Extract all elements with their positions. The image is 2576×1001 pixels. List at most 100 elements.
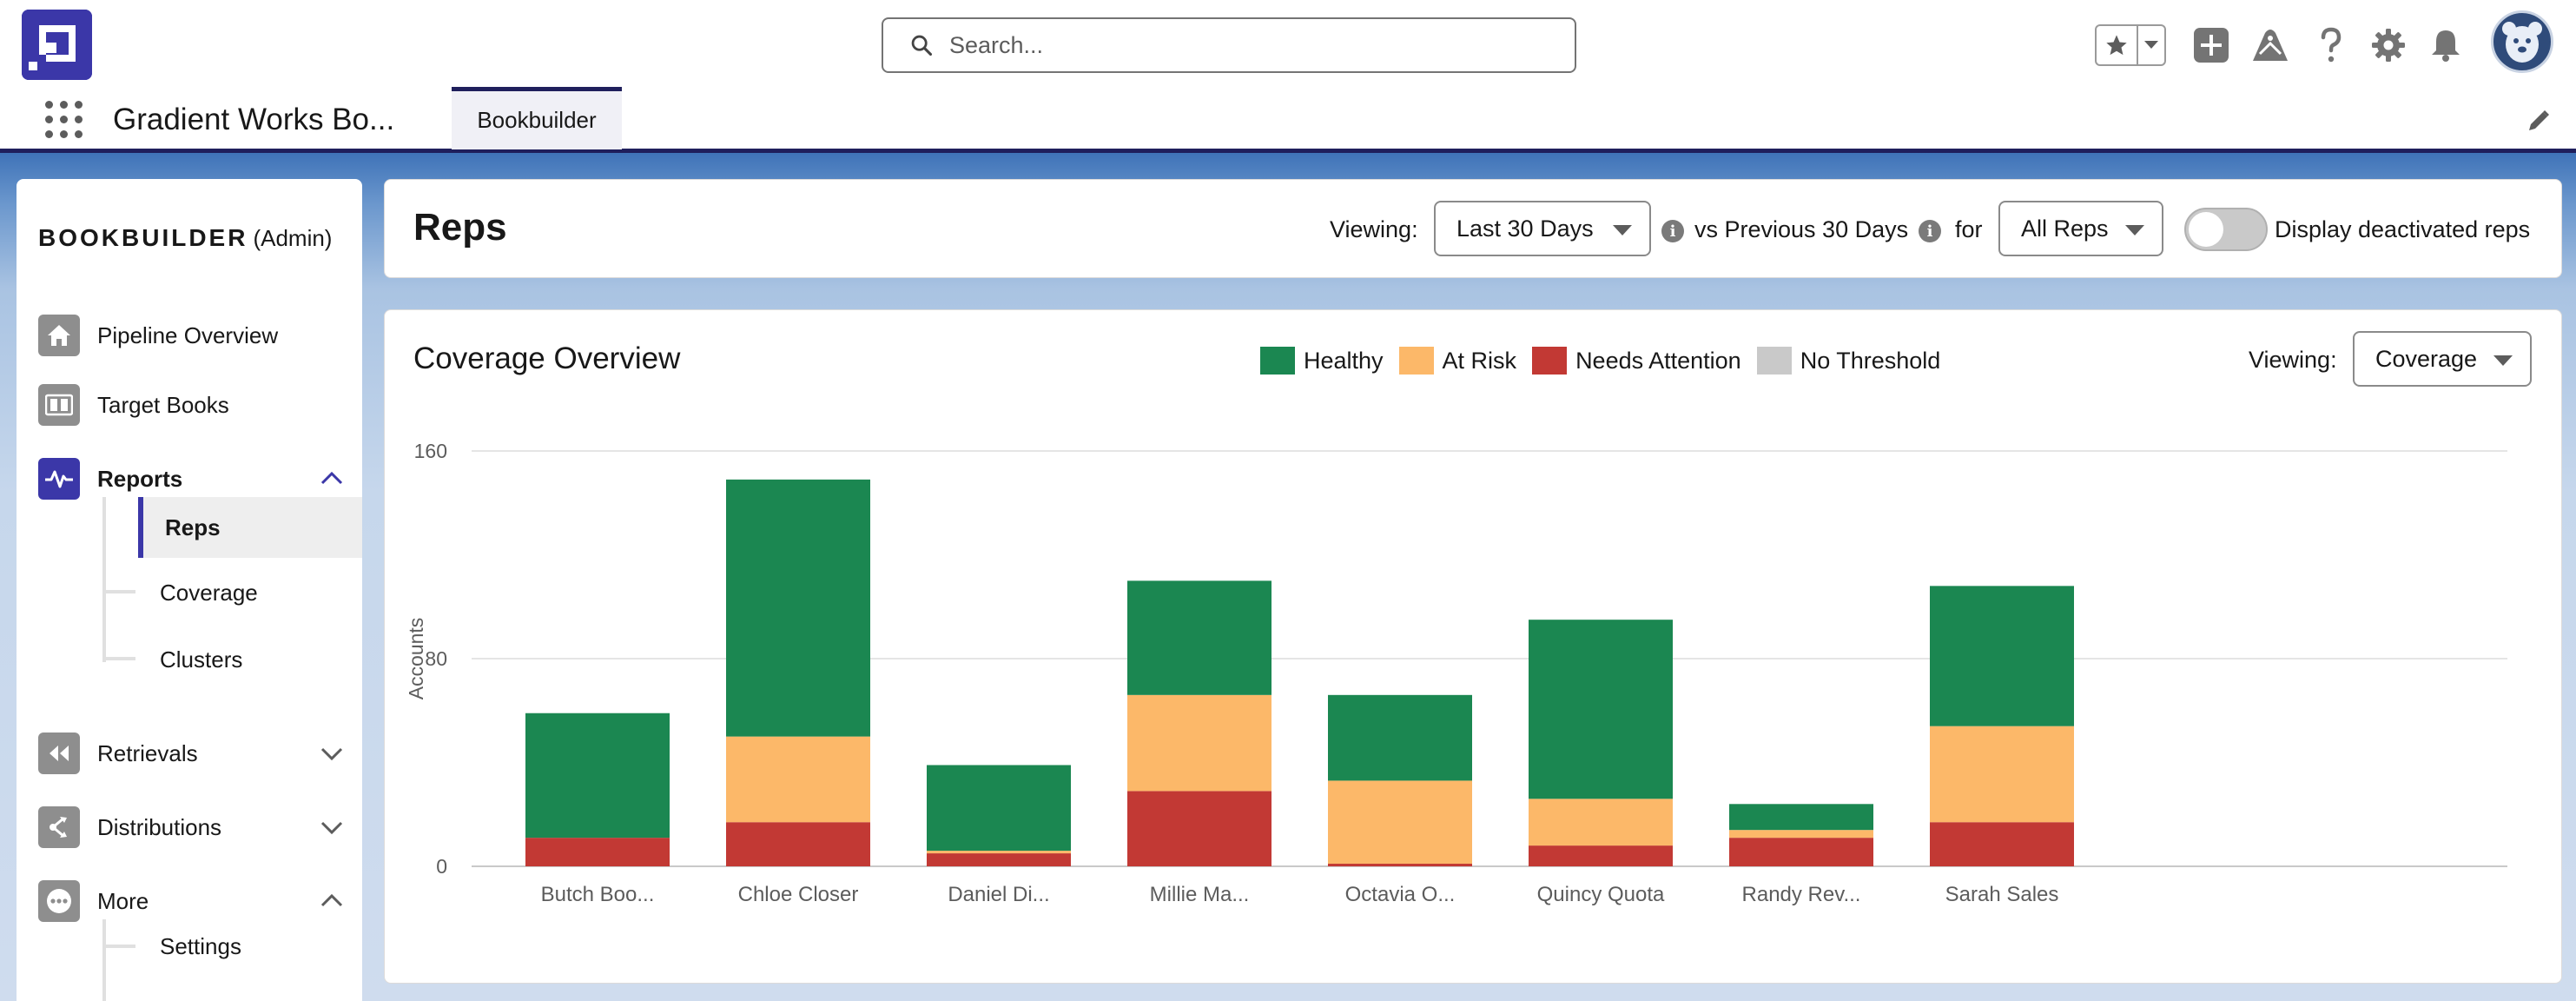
bar-segment-healthy [1529,620,1673,799]
user-avatar[interactable] [2491,10,2553,73]
x-tick-label: Octavia O... [1345,883,1456,906]
sidebar-item-label: Retrievals [97,739,198,766]
bar-segment-at-risk [927,851,1071,854]
bar-segment-needs-attention [927,853,1071,866]
period-select[interactable]: Last 30 Days [1434,201,1651,256]
bar-segment-needs-attention [1930,822,2074,866]
bar-segment-needs-attention [726,822,870,866]
bar-segment-at-risk [1729,830,1873,839]
y-tick-label: 80 [425,647,447,670]
tab-bookbuilder[interactable]: Bookbuilder [452,87,622,149]
bar-segment-healthy [1729,804,1873,831]
toggle-label: Display deactivated reps [2275,216,2531,242]
bar-segment-healthy [1328,694,1472,781]
x-tick-label: Butch Boo... [541,883,655,906]
chevron-down-icon [1613,225,1632,235]
sidebar-item-label: More [97,887,149,914]
bar-segment-needs-attention [525,838,670,866]
chevron-down-icon[interactable] [319,814,345,840]
sidebar-item-reports[interactable]: Reports [17,452,362,506]
coverage-overview-card: Coverage Overview Healthy At Risk Needs … [384,309,2562,984]
legend-item-healthy[interactable]: Healthy [1260,347,1384,375]
more-icon [38,880,80,922]
legend-label: Healthy [1304,347,1384,374]
chart-view-value: Coverage [2375,345,2478,372]
sidebar-item-more[interactable]: More [17,874,362,928]
rep-filter-value: All Reps [2021,215,2109,242]
sidebar-subitem-coverage[interactable]: Coverage [160,579,258,606]
x-tick-label: Millie Ma... [1150,883,1250,906]
x-tick-label: Chloe Closer [738,883,859,906]
bar-segment-needs-attention [1729,838,1873,866]
app-nav-bar: Gradient Works Bo... Bookbuilder [0,87,2576,153]
rep-filter-select[interactable]: All Reps [1998,201,2163,256]
add-icon[interactable] [2192,26,2230,64]
chevron-down-icon [2493,355,2513,366]
favorites-menu-chevron-down-icon[interactable] [2138,26,2164,64]
bar-segment-needs-attention [1529,845,1673,866]
sidebar-subitem-clusters[interactable]: Clusters [160,646,243,673]
deactivated-reps-toggle[interactable] [2184,208,2268,251]
company-logo-icon[interactable] [22,10,92,80]
sidebar-item-label: Reports [97,465,183,492]
sidebar-role: (Admin) [253,225,333,251]
toggle-knob [2189,212,2223,247]
chevron-up-icon[interactable] [319,466,345,492]
legend-swatch [1260,347,1295,375]
legend-item-needs-attention[interactable]: Needs Attention [1532,347,1741,375]
search-input[interactable] [949,31,1540,59]
chevron-down-icon [2125,225,2144,235]
bar-segment-healthy [726,479,870,737]
legend-swatch [1756,347,1792,375]
x-tick-label: Randy Rev... [1742,883,1861,906]
x-tick-label: Sarah Sales [1945,883,2059,906]
reps-header-card: Reps Viewing: Last 30 Days i vs Previous… [384,179,2562,278]
chart-view-select[interactable]: Coverage [2353,331,2532,387]
app-name: Gradient Works Bo... [113,103,395,136]
sidebar-subitem-reps[interactable]: Reps [138,497,362,558]
app-launcher-waffle-icon[interactable] [45,101,83,139]
sidebar-item-pipeline-overview[interactable]: Pipeline Overview [17,308,362,362]
favorites-star-icon[interactable] [2097,26,2138,64]
legend-swatch [1398,347,1434,375]
comparison-label: vs Previous 30 Days [1694,216,1909,242]
viewing-label: Viewing: [1330,216,1418,242]
setup-gear-icon[interactable] [2369,26,2408,64]
bar-segment-healthy [927,765,1071,852]
bar-segment-needs-attention [1127,791,1271,866]
for-label: for [1955,216,1983,242]
pulse-icon [38,458,80,500]
chevron-up-icon[interactable] [319,888,345,914]
chevron-down-icon[interactable] [319,740,345,766]
legend-swatch [1532,347,1568,375]
sidebar-item-label: Target Books [97,391,229,418]
notifications-bell-icon[interactable] [2427,26,2465,64]
help-icon[interactable] [2312,26,2350,64]
sidebar-subitem-settings[interactable]: Settings [160,932,241,959]
bar-segment-at-risk [1328,780,1472,865]
trailhead-icon[interactable] [2251,26,2289,64]
edit-nav-pencil-icon[interactable] [2526,108,2552,134]
global-search[interactable] [882,17,1576,73]
search-icon [911,35,933,56]
sidebar-item-target-books[interactable]: Target Books [17,378,362,432]
sidebar-item-label: Pipeline Overview [97,322,279,348]
page-title: Reps [413,206,507,249]
legend-item-no-threshold[interactable]: No Threshold [1756,347,1941,375]
sidebar-heading-text: BOOKBUILDER [38,224,248,251]
bar-segment-at-risk [1529,799,1673,846]
bar-segment-healthy [1930,586,2074,726]
info-icon[interactable]: i [1919,220,1941,242]
sidebar-item-retrievals[interactable]: Retrievals [17,726,362,780]
legend-label: No Threshold [1800,347,1941,374]
period-select-value: Last 30 Days [1456,215,1594,242]
bar-segment-at-risk [1930,726,2074,823]
chart-title: Coverage Overview [413,341,681,375]
legend-item-at-risk[interactable]: At Risk [1398,347,1516,375]
sidebar-item-distributions[interactable]: Distributions [17,800,362,854]
book-icon [38,384,80,426]
favorites-button-group [2095,24,2166,66]
info-icon[interactable]: i [1661,220,1684,242]
bar-segment-at-risk [1127,694,1271,792]
bar-segment-at-risk [726,736,870,823]
